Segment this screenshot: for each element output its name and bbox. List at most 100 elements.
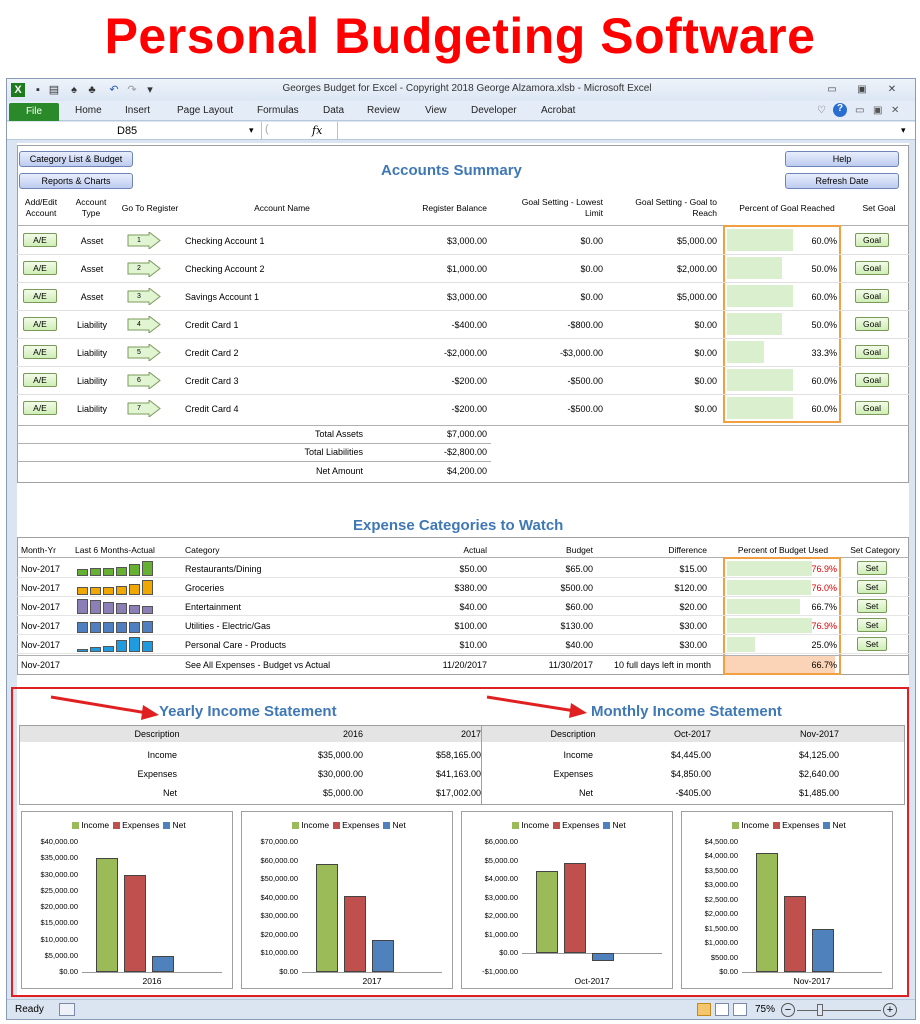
- page-layout-view-icon[interactable]: [715, 1003, 729, 1016]
- set-category-button[interactable]: Set: [857, 637, 887, 651]
- yearly-value-2016: $5,000.00: [322, 788, 363, 798]
- set-category-button[interactable]: Set: [857, 580, 887, 594]
- add-edit-button[interactable]: A/E: [23, 345, 57, 359]
- y-tick-label: $3,000.00: [704, 880, 738, 890]
- formula-bar-resize-icon[interactable]: (: [265, 123, 269, 135]
- set-goal-button[interactable]: Goal: [855, 317, 889, 331]
- save-icon[interactable]: ▪: [36, 84, 40, 96]
- normal-view-icon[interactable]: [697, 1003, 711, 1016]
- excel-logo-icon[interactable]: X: [11, 83, 25, 97]
- name-box[interactable]: D85: [7, 122, 262, 140]
- go-to-register-button[interactable]: 4: [127, 314, 161, 335]
- yearly-row-label: Income: [147, 750, 177, 760]
- reports-charts-button[interactable]: Reports & Charts: [19, 173, 133, 189]
- exp-header-difference: Difference: [668, 545, 707, 555]
- expense-difference: $20.00: [679, 602, 707, 612]
- tab-home[interactable]: Home: [75, 105, 102, 116]
- tab-review[interactable]: Review: [367, 105, 400, 116]
- go-to-register-button[interactable]: 6: [127, 370, 161, 391]
- legend-label: Expenses: [562, 820, 600, 830]
- refresh-date-button[interactable]: Refresh Date: [785, 173, 899, 189]
- set-category-button[interactable]: Set: [857, 599, 887, 613]
- col-header-register-balance: Register Balance: [422, 203, 487, 213]
- close-icon[interactable]: ✕: [887, 84, 897, 95]
- customize-qat-icon[interactable]: ▾: [147, 84, 153, 96]
- insert-function-icon[interactable]: fx: [312, 124, 323, 137]
- tab-developer[interactable]: Developer: [471, 105, 517, 116]
- set-goal-button[interactable]: Goal: [855, 373, 889, 387]
- go-to-register-button[interactable]: 5: [127, 342, 161, 363]
- y-tick-label: $20,000.00: [260, 929, 298, 939]
- workbook-minimize-icon[interactable]: ▭: [855, 105, 865, 116]
- ribbon-collapse-icon[interactable]: ♡: [817, 105, 826, 116]
- formula-bar-expand-icon[interactable]: ▾: [901, 125, 906, 135]
- set-goal-button[interactable]: Goal: [855, 233, 889, 247]
- legend-swatch: [773, 822, 781, 830]
- tab-data[interactable]: Data: [323, 105, 345, 116]
- sparkline-bar: [90, 568, 101, 576]
- tab-formulas[interactable]: Formulas: [257, 105, 299, 116]
- tab-page-layout[interactable]: Page Layout: [177, 105, 234, 116]
- tab-acrobat[interactable]: Acrobat: [541, 105, 576, 116]
- add-edit-button[interactable]: A/E: [23, 401, 57, 415]
- y-tick-label: $500.00: [710, 952, 738, 962]
- undo-icon[interactable]: ↶: [109, 84, 119, 96]
- sparkline-bar: [103, 622, 114, 633]
- set-goal-button[interactable]: Goal: [855, 401, 889, 415]
- set-goal-button[interactable]: Goal: [855, 261, 889, 275]
- exp-header-last6: Last 6 Months-Actual: [75, 545, 155, 555]
- help-icon[interactable]: ?: [833, 103, 847, 117]
- chart-bar-expenses: [344, 895, 366, 972]
- find-icon[interactable]: ♠: [71, 84, 77, 96]
- accounts-summary-title: Accounts Summary: [381, 162, 522, 179]
- zoom-slider-track[interactable]: [797, 1010, 881, 1011]
- see-all-expenses-link[interactable]: See All Expenses - Budget vs Actual: [185, 660, 331, 670]
- zoom-out-icon[interactable]: −: [781, 1003, 795, 1017]
- set-category-button[interactable]: Set: [857, 618, 887, 632]
- redo-icon[interactable]: ↷: [127, 84, 137, 96]
- sparkline-bar: [77, 649, 88, 652]
- formula-input[interactable]: [337, 122, 897, 140]
- go-to-register-button[interactable]: 1: [127, 230, 161, 251]
- workbook-close-icon[interactable]: ✕: [891, 105, 900, 116]
- chart-bar-income: [756, 852, 778, 972]
- account-name: Checking Account 1: [185, 236, 265, 246]
- chart-legend: Income Expenses Net: [462, 820, 672, 830]
- sparkline-bar: [90, 622, 101, 633]
- zoom-in-icon[interactable]: +: [883, 1003, 897, 1017]
- add-edit-button[interactable]: A/E: [23, 289, 57, 303]
- legend-swatch: [553, 822, 561, 830]
- tab-view[interactable]: View: [425, 105, 447, 116]
- zoom-level[interactable]: 75%: [755, 1004, 776, 1015]
- add-edit-button[interactable]: A/E: [23, 233, 57, 247]
- replace-icon[interactable]: ♣: [88, 84, 96, 96]
- add-edit-button[interactable]: A/E: [23, 261, 57, 275]
- help-button[interactable]: Help: [785, 151, 899, 167]
- form-icon[interactable]: ▤: [48, 84, 60, 96]
- set-category-button[interactable]: Set: [857, 561, 887, 575]
- col-header-account-type: Account Type: [75, 197, 107, 218]
- macro-record-icon[interactable]: [59, 1003, 75, 1016]
- name-box-dropdown-icon[interactable]: ▾: [249, 125, 254, 135]
- worksheet[interactable]: Category List & Budget Reports & Charts …: [11, 143, 909, 997]
- zero-axis: [302, 972, 442, 973]
- legend-label: Income: [301, 820, 330, 830]
- category-list-budget-button[interactable]: Category List & Budget: [19, 151, 133, 167]
- add-edit-button[interactable]: A/E: [23, 317, 57, 331]
- set-goal-button[interactable]: Goal: [855, 289, 889, 303]
- zoom-slider-thumb[interactable]: [817, 1004, 823, 1016]
- restore-icon[interactable]: ▣: [857, 84, 867, 95]
- add-edit-button[interactable]: A/E: [23, 373, 57, 387]
- account-name: Credit Card 3: [185, 376, 239, 386]
- set-goal-button[interactable]: Goal: [855, 345, 889, 359]
- minimize-icon[interactable]: ▭: [827, 84, 837, 95]
- go-to-register-button[interactable]: 2: [127, 258, 161, 279]
- workbook-restore-icon[interactable]: ▣: [873, 105, 883, 116]
- go-to-register-button[interactable]: 7: [127, 398, 161, 419]
- tab-insert[interactable]: Insert: [125, 105, 151, 116]
- page-break-view-icon[interactable]: [733, 1003, 747, 1016]
- monthly-arrow-icon: [486, 695, 587, 718]
- tab-file[interactable]: File: [9, 103, 59, 121]
- go-to-register-button[interactable]: 3: [127, 286, 161, 307]
- sparkline-bar: [116, 586, 127, 595]
